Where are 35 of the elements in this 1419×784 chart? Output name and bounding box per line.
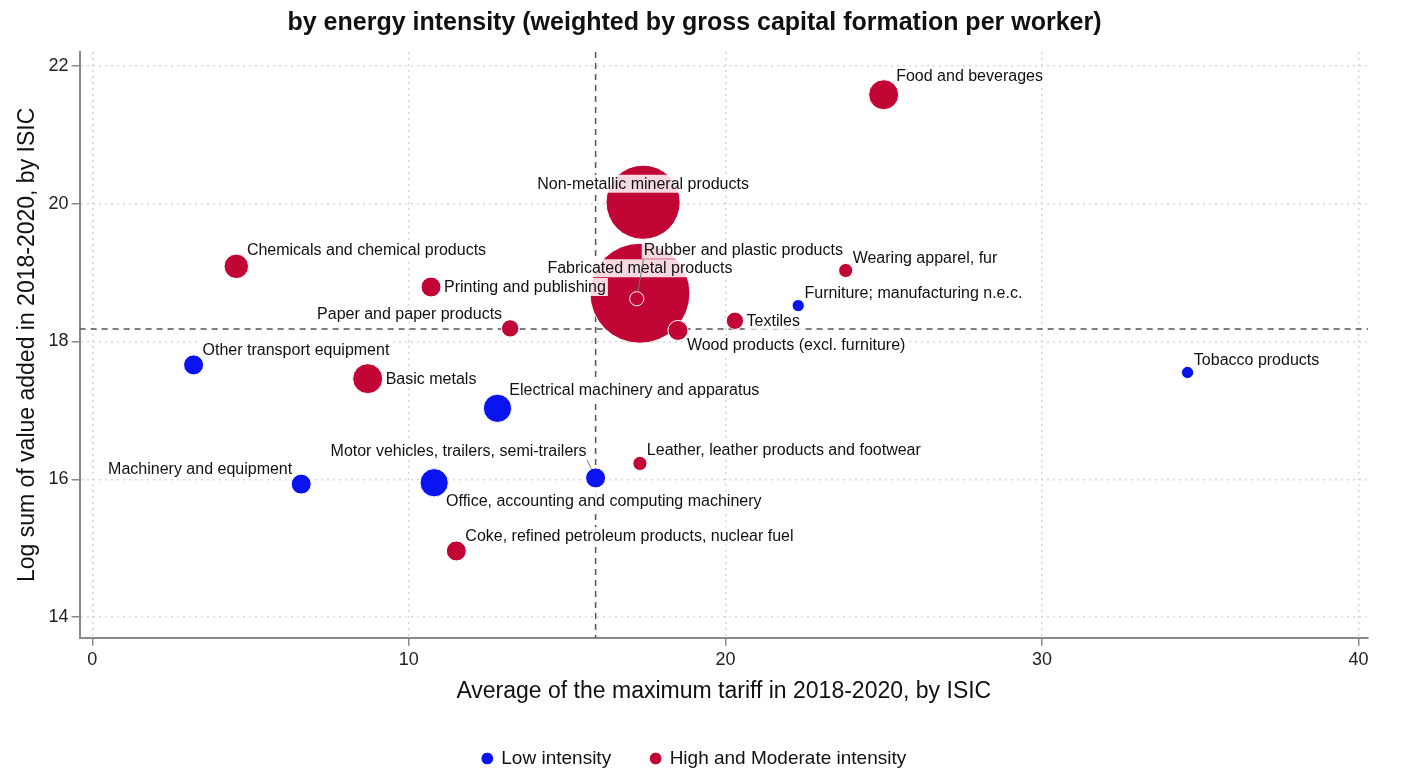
annotation: Fabricated metal products — [547, 259, 733, 277]
annotation: Wood products (excl. furniture) — [686, 336, 906, 354]
annotation: Tobacco products — [1193, 351, 1320, 369]
y-tick-label: 18 — [48, 330, 69, 351]
annotation: Coke, refined petroleum products, nuclear fuel — [465, 526, 794, 544]
x-tick-label: 0 — [87, 648, 98, 669]
annotation: Non-metallic mineral products — [537, 174, 749, 192]
annotation: Textiles — [746, 311, 800, 329]
x-tick-label: 30 — [1031, 648, 1052, 669]
y-tick-label: 22 — [48, 54, 69, 75]
annotation: Leather, leather products and footwear — [646, 441, 922, 459]
annotation: Rubber and plastic products — [643, 240, 843, 258]
annotation: Other transport equipment — [202, 340, 390, 358]
annotation: Basic metals — [385, 369, 477, 387]
legend-label: Low intensity — [501, 746, 612, 768]
annotation: Food and beverages — [896, 67, 1043, 85]
y-axis-title: Log sum of value added in 2018-2020, by ISIC — [13, 107, 40, 583]
annotation: Paper and paper products — [317, 305, 503, 323]
annotation: Printing and publishing — [444, 278, 606, 296]
annotation: Office, accounting and computing machinery — [446, 491, 762, 509]
annotation: Motor vehicles, trailers, semi-trailers — [330, 441, 587, 459]
annotation: Machinery and equipment — [108, 460, 293, 478]
chart-title: by energy intensity (weighted by gross capital formation per worker) — [287, 6, 1102, 35]
y-tick-label: 20 — [48, 192, 69, 213]
x-tick-label: 40 — [1348, 648, 1369, 669]
annotation: Electrical machinery and apparatus — [509, 381, 760, 399]
y-tick-label: 16 — [48, 468, 69, 489]
annotation: Wearing apparel, fur — [852, 248, 998, 266]
x-tick-label: 10 — [398, 648, 419, 669]
annotation: Furniture; manufacturing n.e.c. — [804, 284, 1023, 302]
x-tick-label: 20 — [715, 648, 736, 669]
x-axis-title: Average of the maximum tariff in 2018-2020, by ISIC — [456, 676, 992, 703]
legend-label: High and Moderate intensity — [669, 746, 907, 768]
annotation: Chemicals and chemical products — [246, 240, 487, 258]
y-tick-label: 14 — [48, 606, 69, 627]
